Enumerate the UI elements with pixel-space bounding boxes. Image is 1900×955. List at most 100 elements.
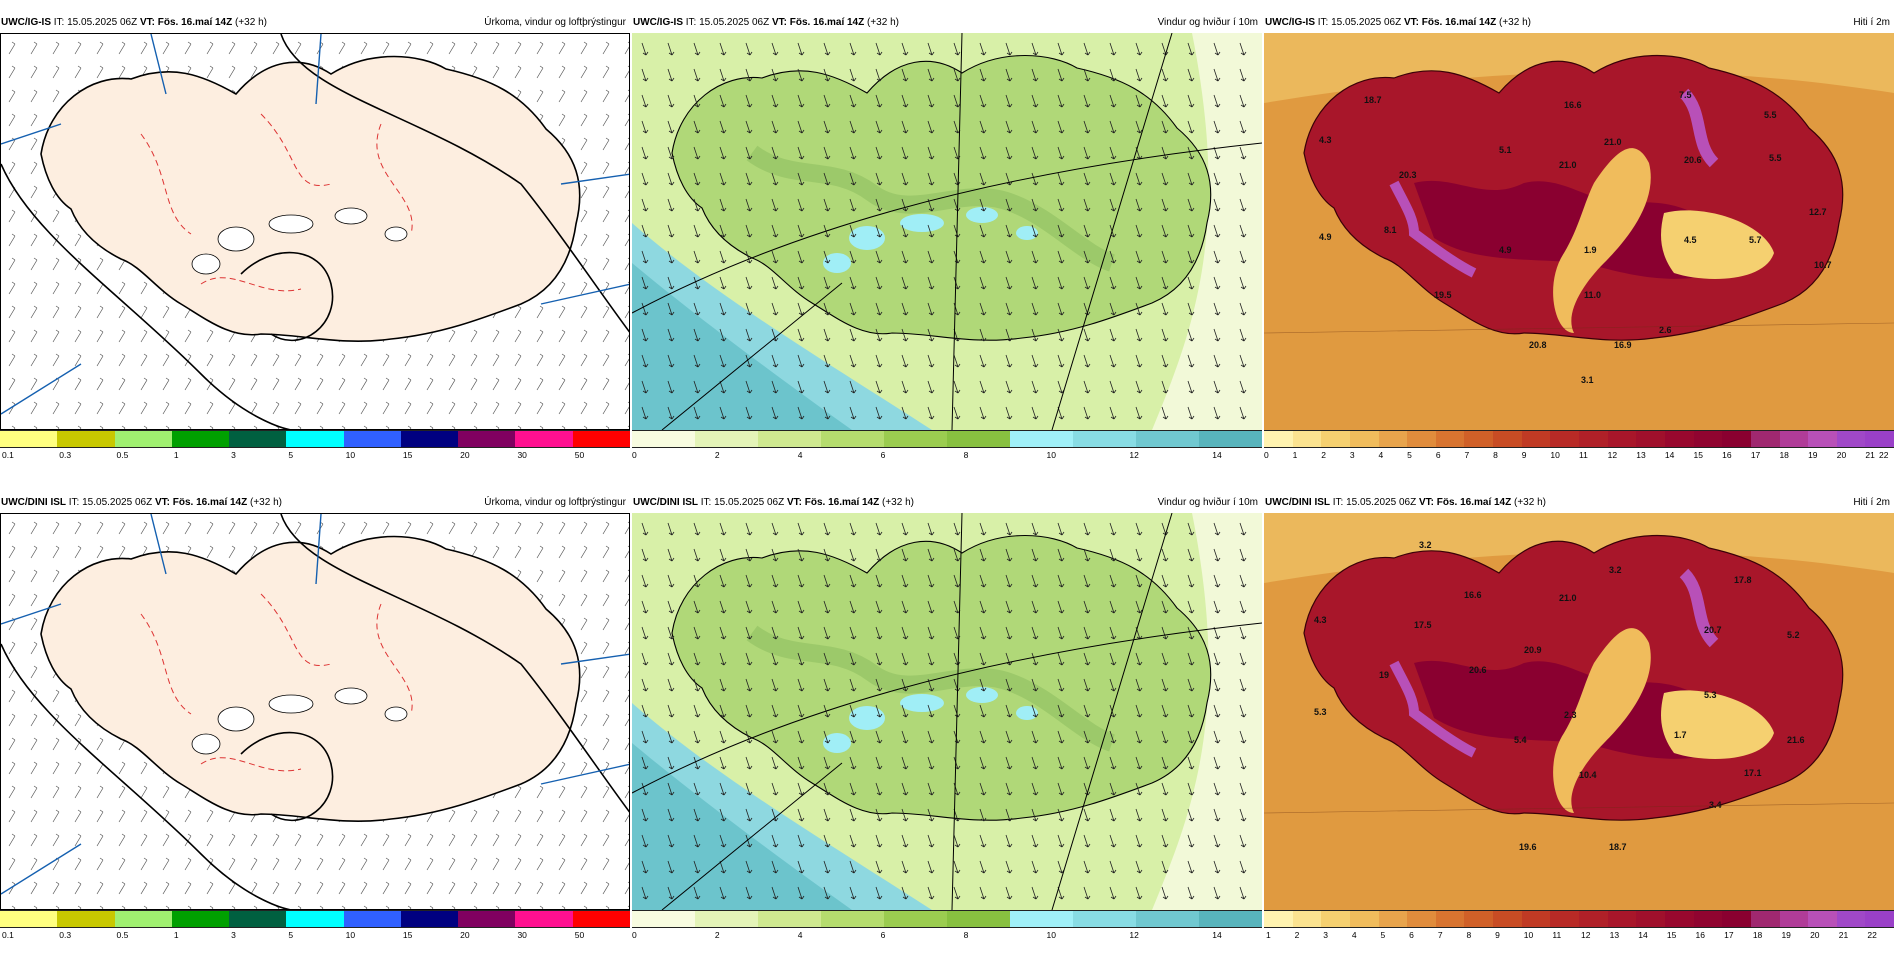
wind-barb [52,881,60,895]
wind-arrow [1083,730,1091,744]
wind-barb [118,329,126,343]
wind-arrow [927,172,935,186]
wind-arrow [1005,730,1013,744]
colorbar-tick-label: 17 [1750,450,1761,460]
wind-barb [294,833,302,847]
wind-barb [11,425,16,429]
wind-arrow [745,406,753,420]
wind-arrow [1161,406,1169,420]
wind-arrow [641,94,649,108]
wind-barb [624,617,629,631]
wind-arrow [771,834,779,848]
wind-arrow [849,834,857,848]
wind-barb [206,377,214,391]
colorbar-tick-label: 5 [288,930,294,940]
wind-barb [517,425,522,429]
lake [823,733,851,753]
panel-wind-row1: UWC/IG-IS IT: 15.05.2025 06Z VT: Fös. 16… [632,13,1262,475]
wind-barb [602,641,610,655]
wind-barb [580,881,588,895]
wind-barb [624,521,629,535]
wind-arrow [1161,756,1169,770]
wind-barb [580,401,588,415]
wind-arrow [1109,678,1117,692]
wind-barb [74,401,82,415]
wind-arrow [1239,94,1247,108]
wind-barb [52,809,60,823]
wind-arrow [927,354,935,368]
wind-arrow [1135,834,1143,848]
temperature-label: 2.3 [1564,710,1577,720]
wind-arrow [901,276,909,290]
temperature-label: 20.8 [1529,340,1547,350]
wind-arrow [745,172,753,186]
wind-barb [602,713,610,727]
wind-barb [404,521,412,535]
wind-arrow [1083,756,1091,770]
wind-barb [121,425,126,429]
colorbar-swatch [1407,911,1436,927]
wind-arrow [745,120,753,134]
cool-highlands [1661,690,1774,759]
wind-arrow [823,730,831,744]
temperature-label: 21.0 [1604,137,1622,147]
wind-barb [316,377,324,391]
colorbar-swatch [57,431,115,447]
wind-barb [580,593,588,607]
colorbar-tick-label: 9 [1521,450,1527,460]
wind-barb [338,41,346,55]
wind-arrow [1031,600,1039,614]
wind-arrow [1213,574,1221,588]
wind-arrow [1187,704,1195,718]
wind-arrow [1239,548,1247,562]
glacier-outline [191,733,221,755]
wind-arrow [1057,328,1065,342]
wind-arrow [1083,250,1091,264]
wind-barb [514,809,522,823]
wind-barb [404,41,412,55]
wind-arrow [1135,548,1143,562]
wind-barb [162,41,170,55]
wind-barb [77,905,82,909]
glacier-outline [268,694,314,714]
wind-arrow [667,756,675,770]
wind-barb [30,833,38,847]
wind-arrow [1057,172,1065,186]
wind-arrow [927,834,935,848]
wind-barb [407,425,412,429]
wind-arrow [693,172,701,186]
wind-arrow [1109,42,1117,56]
wind-arrow [719,94,727,108]
wind-barb [624,881,629,895]
wind-arrow [1161,250,1169,264]
wind-barb [514,857,522,871]
init-time: 15.05.2025 06Z [82,497,153,508]
wind-arrow [1005,574,1013,588]
wind-barb [558,809,566,823]
colorbar-swatch [632,431,695,447]
wind-arrow [849,224,857,238]
wind-arrow [1213,756,1221,770]
wind-arrow [1161,704,1169,718]
wind-barb [140,809,148,823]
wind-barb [338,377,346,391]
wind-arrow [1109,626,1117,640]
wind-arrow [797,42,805,56]
wind-barb [580,209,588,223]
wind-barb [514,353,522,367]
wind-arrow [875,406,883,420]
wind-arrow [1213,678,1221,692]
wind-barb [580,521,588,535]
wind-barb [30,737,38,751]
init-time: 15.05.2025 06Z [699,17,770,28]
wind-barb [250,833,258,847]
lead-time: (+32 h) [1514,497,1546,508]
wind-arrow [901,886,909,900]
wind-barb [382,41,390,55]
colorbar-tick-label: 12 [1607,450,1618,460]
colorbar-swatch [1579,431,1608,447]
colorbar-swatch [400,911,459,927]
wind-barb [30,401,38,415]
wind-barb [228,833,236,847]
wind-arrow [849,860,857,874]
